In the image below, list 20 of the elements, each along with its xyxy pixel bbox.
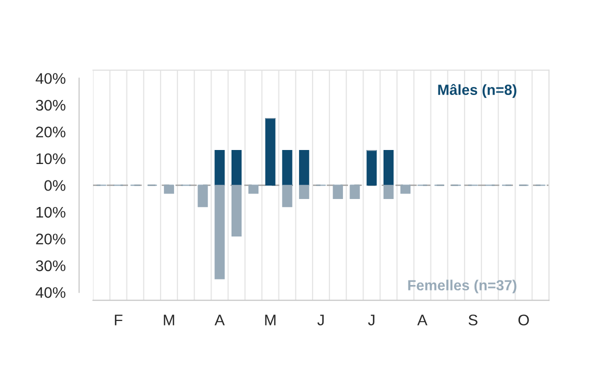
x-tick-label: M	[164, 314, 174, 326]
x-tick-label: J	[317, 314, 324, 326]
y-tick-label: 40%	[36, 73, 66, 84]
y-tick-label: 10%	[36, 206, 66, 218]
y-tick-label: 10%	[36, 153, 66, 164]
x-tick-label: F	[114, 314, 122, 326]
text: Mâles (n=8)	[438, 84, 516, 98]
x-tick-label: J	[368, 314, 374, 326]
y-tick-label: 30%	[36, 100, 66, 111]
x-tick-label: O	[518, 314, 529, 326]
x-tick-label: A	[417, 314, 428, 326]
text: Femelles (n=37)	[408, 280, 516, 294]
x-tick-label: S	[468, 314, 478, 326]
y-tick-label: 40%	[36, 287, 66, 298]
y-tick-label: 30%	[36, 260, 66, 272]
y-tick-label: 0%	[44, 180, 66, 191]
x-tick-label: A	[214, 314, 225, 326]
x-tick-label: M	[265, 314, 276, 326]
y-tick-label: 20%	[36, 126, 66, 138]
y-tick-label: 20%	[36, 234, 66, 244]
